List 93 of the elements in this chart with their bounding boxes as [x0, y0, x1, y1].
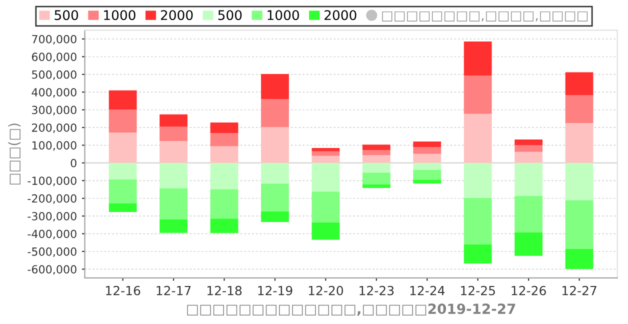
y-tick-label: -200,000 — [28, 194, 76, 204]
bar — [210, 162, 238, 190]
bar — [464, 198, 492, 244]
bar — [108, 90, 137, 110]
bar — [514, 196, 543, 232]
bar — [261, 184, 289, 212]
bar — [413, 162, 442, 170]
y-tick-label: -400,000 — [28, 230, 76, 240]
bar — [362, 162, 390, 173]
bar — [312, 192, 340, 222]
y-tick-label: 600,000 — [32, 52, 76, 62]
bar — [312, 151, 340, 156]
bar — [160, 162, 188, 188]
bar — [362, 150, 390, 156]
bar — [413, 147, 442, 154]
x-tick-label: 12-20 — [308, 286, 344, 296]
legend-label: 500 — [218, 10, 242, 20]
bar — [464, 244, 492, 264]
y-tick-label: 500,000 — [32, 70, 76, 80]
bar — [210, 189, 238, 219]
bar — [261, 211, 289, 222]
y-tick-label: -600,000 — [28, 265, 76, 275]
x-axis-title: □□□□□□□□□□□□□,□□□□□2019-12-27 — [187, 304, 516, 316]
bar — [514, 140, 543, 146]
bar — [210, 122, 238, 134]
y-tick-label: 700,000 — [32, 34, 76, 44]
bar — [514, 152, 543, 163]
y-axis-title: □□□(□) — [8, 124, 21, 184]
bar — [160, 141, 188, 163]
bar — [413, 180, 442, 184]
y-tick-label: 300,000 — [32, 106, 76, 116]
bar — [362, 155, 390, 163]
x-tick-label: 12-27 — [562, 286, 596, 296]
bar — [160, 114, 188, 127]
legend-label: 2000 — [324, 10, 356, 20]
bar — [413, 141, 442, 148]
bar — [514, 162, 543, 196]
x-tick-label: 12-26 — [512, 286, 546, 296]
legend-label: 1000 — [104, 10, 136, 20]
y-tick-label: 100,000 — [32, 141, 76, 151]
bar — [210, 218, 238, 234]
x-tick-label: 12-19 — [258, 286, 292, 296]
x-tick-label: 12-16 — [106, 286, 140, 296]
bar — [312, 222, 340, 240]
bar — [413, 170, 442, 180]
bar — [464, 75, 492, 114]
bar — [261, 99, 289, 128]
y-tick-label: -500,000 — [28, 247, 76, 257]
bar — [210, 146, 238, 163]
x-tick-label: 12-25 — [461, 286, 495, 296]
x-tick-label: 12-23 — [360, 286, 394, 296]
legend-label: 1000 — [268, 10, 299, 20]
bar — [108, 109, 137, 132]
bar — [514, 232, 543, 256]
bar — [108, 203, 137, 212]
bar — [565, 162, 594, 200]
bar — [108, 162, 137, 180]
bar — [261, 127, 289, 163]
y-tick-label: 400,000 — [32, 88, 76, 98]
bar — [160, 126, 188, 142]
bar — [261, 74, 289, 100]
bar — [565, 248, 594, 269]
bar — [565, 72, 594, 96]
bar — [362, 172, 390, 184]
bar — [514, 145, 543, 152]
bar — [312, 156, 340, 163]
bar — [464, 41, 492, 76]
legend-label: 2000 — [160, 10, 193, 20]
y-tick-label: 0 — [70, 158, 76, 168]
bar — [261, 162, 289, 184]
bar — [108, 132, 137, 163]
bar — [464, 162, 492, 198]
bar — [464, 114, 492, 163]
bar — [312, 148, 340, 152]
y-tick-label: 200,000 — [32, 123, 76, 134]
x-tick-label: 12-17 — [156, 286, 191, 296]
bar — [160, 219, 188, 233]
y-tick-label: -100,000 — [28, 176, 76, 186]
x-tick-label: 12-24 — [410, 286, 445, 296]
bar — [565, 200, 594, 249]
bar — [565, 95, 594, 124]
x-tick-label: 12-18 — [207, 286, 242, 296]
legend-label: □□□□□□□□,□□□□,□□□□ — [382, 11, 588, 22]
bar — [413, 154, 442, 163]
y-tick-label: -300,000 — [28, 212, 76, 222]
bar — [160, 188, 188, 220]
bar — [210, 133, 238, 146]
bar — [362, 144, 390, 150]
bar — [312, 162, 340, 192]
legend-label: 500 — [54, 10, 78, 20]
bar — [565, 123, 594, 163]
bar — [108, 180, 137, 204]
bar — [362, 184, 390, 188]
